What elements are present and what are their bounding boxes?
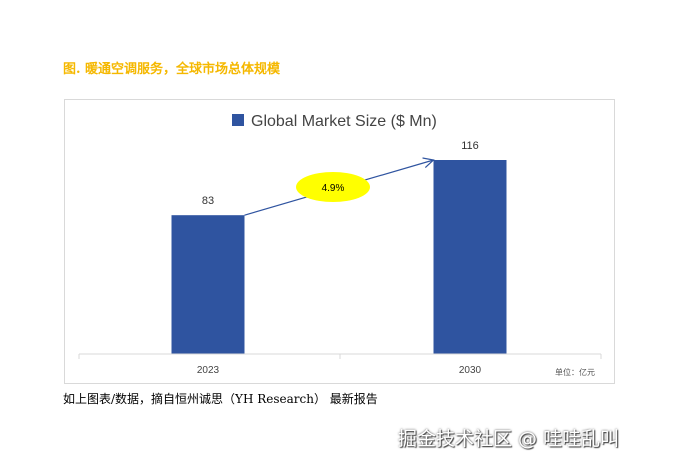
- x-tick-label: 2023: [197, 365, 220, 376]
- legend-label: Global Market Size ($ Mn): [251, 113, 437, 130]
- source-note: 如上图表/数据，摘自恒州诚思（YH Research） 最新报告: [63, 392, 378, 406]
- bar-2030: [433, 160, 507, 354]
- figure-caption: 图. 暖通空调服务，全球市场总体规模: [63, 62, 281, 77]
- growth-ellipse: [296, 172, 370, 202]
- watermark: 掘金技术社区 @ 哇哇乱叫: [398, 428, 620, 450]
- bar-2023: [171, 215, 245, 354]
- unit-note: 单位：亿元: [555, 367, 595, 377]
- data-label: 116: [461, 140, 479, 152]
- data-label: 83: [202, 195, 214, 207]
- legend-swatch: [232, 114, 244, 126]
- chart-frame: [64, 99, 615, 384]
- growth-rate-label: 4.9%: [322, 183, 345, 194]
- x-tick-label: 2030: [459, 365, 482, 376]
